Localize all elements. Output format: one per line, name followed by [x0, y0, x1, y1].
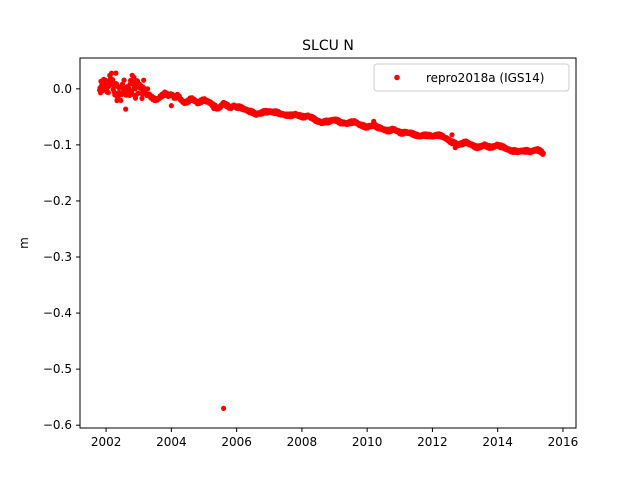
y-tick-label: −0.4	[43, 306, 72, 320]
data-point	[540, 150, 546, 156]
data-point	[141, 77, 147, 83]
y-tick-label: −0.5	[43, 362, 72, 376]
outlier-point	[113, 70, 119, 76]
x-tick-label: 2002	[91, 435, 122, 449]
outlier-point	[449, 132, 455, 138]
data-point	[123, 106, 129, 112]
chart-title: SLCU N	[302, 38, 354, 54]
x-axis-ticks: 2002 2004 2006 2008 2010 2012 2014 2016	[91, 428, 578, 449]
legend-box	[373, 63, 570, 92]
outlier-point	[129, 72, 135, 78]
y-tick-label: −0.6	[43, 418, 72, 432]
data-point	[105, 89, 111, 96]
y-axis-label: m	[17, 237, 31, 249]
legend-entry: repro2018a (IGS14)	[426, 71, 544, 85]
x-tick-label: 2004	[156, 435, 187, 449]
data-point	[118, 97, 124, 104]
data-points	[96, 70, 546, 411]
outlier-point	[168, 103, 174, 109]
data-point	[135, 90, 141, 96]
x-tick-label: 2010	[352, 435, 383, 449]
legend-marker	[394, 74, 400, 81]
x-tick-label: 2014	[482, 435, 513, 449]
outlier-point	[211, 105, 217, 112]
y-tick-label: 0.0	[53, 82, 72, 96]
data-point	[121, 77, 127, 83]
x-tick-label: 2006	[221, 435, 252, 449]
y-axis-ticks: 0.0 −0.1 −0.2 −0.3 −0.4 −0.5 −0.6	[43, 82, 80, 432]
plot-area	[80, 58, 576, 428]
outlier-point	[452, 145, 458, 151]
x-tick-label: 2016	[548, 435, 579, 449]
data-point	[110, 77, 116, 83]
legend: repro2018a (IGS14)	[373, 63, 570, 92]
x-tick-label: 2008	[287, 435, 318, 449]
data-point	[108, 70, 115, 76]
y-tick-label: −0.2	[43, 194, 72, 208]
outlier-point	[371, 118, 377, 124]
y-tick-label: −0.3	[43, 250, 72, 264]
data-point	[139, 95, 145, 101]
y-tick-label: −0.1	[43, 138, 72, 152]
axes-frame	[79, 57, 577, 429]
data-point	[144, 86, 151, 92]
x-tick-label: 2012	[417, 435, 448, 449]
outlier-point	[220, 405, 227, 411]
